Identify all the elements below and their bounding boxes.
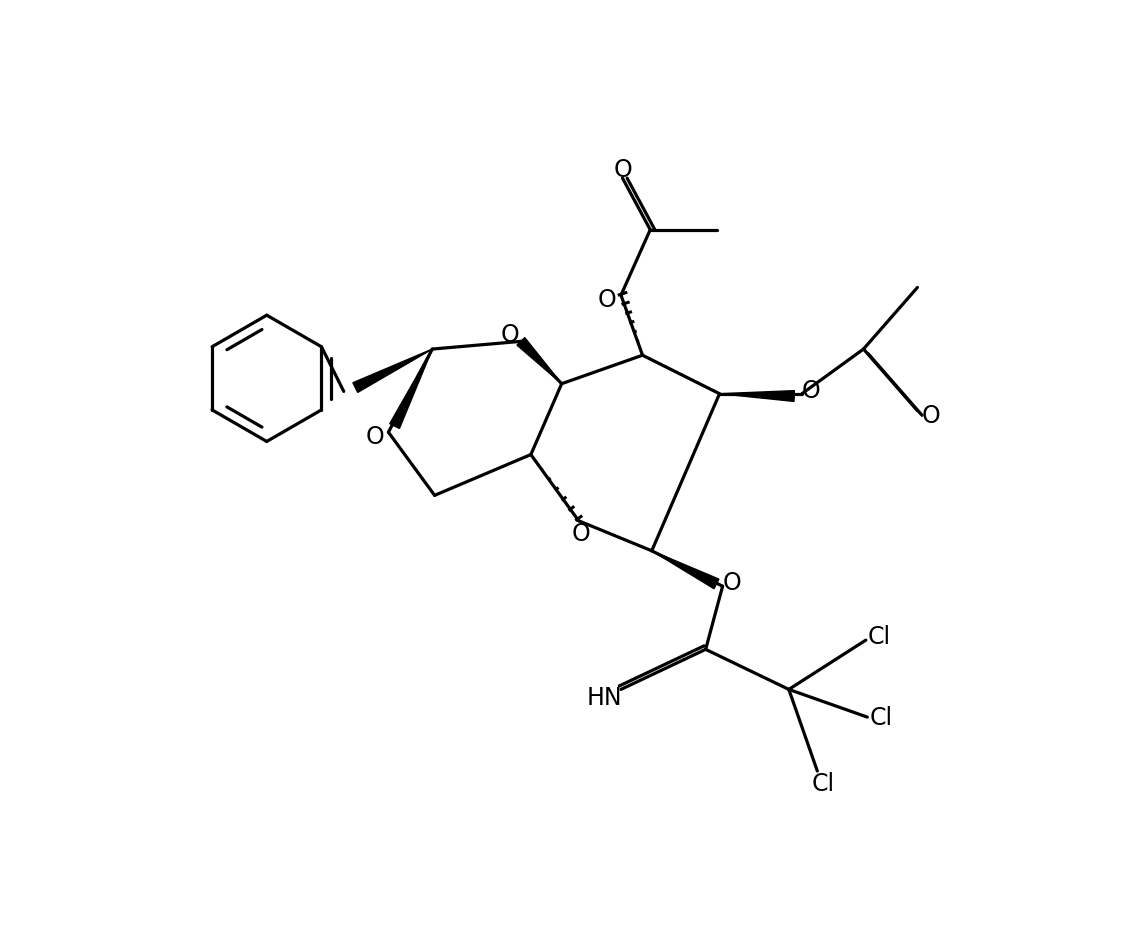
Text: O: O: [922, 403, 940, 427]
Polygon shape: [652, 552, 718, 589]
Text: O: O: [723, 571, 741, 595]
Text: O: O: [614, 158, 632, 182]
Polygon shape: [517, 338, 562, 385]
Text: O: O: [572, 522, 590, 545]
Polygon shape: [352, 349, 432, 393]
Text: O: O: [365, 425, 384, 449]
Text: O: O: [598, 287, 616, 311]
Text: O: O: [501, 323, 519, 347]
Polygon shape: [390, 349, 432, 429]
Text: HN: HN: [587, 685, 622, 709]
Text: O: O: [802, 378, 821, 402]
Text: Cl: Cl: [812, 770, 835, 794]
Text: Cl: Cl: [868, 625, 892, 649]
Text: Cl: Cl: [869, 705, 893, 730]
Polygon shape: [720, 391, 794, 402]
